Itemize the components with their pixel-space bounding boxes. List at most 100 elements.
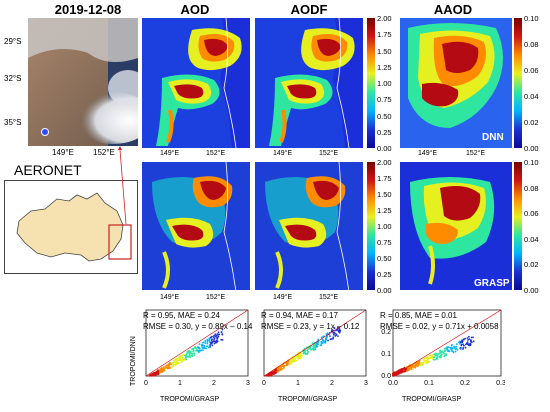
scatter-point [273, 370, 276, 373]
scatter-point [160, 367, 163, 369]
scatter-point [201, 349, 203, 351]
scatter-point [194, 346, 197, 348]
scatter-point [280, 367, 283, 370]
map-lon-149-r2c2: 149°E [273, 294, 293, 301]
scatter-point [213, 342, 216, 345]
scatter-point [423, 359, 426, 361]
scatter-aaod-stats2: RMSE = 0.02, y = 0.71x + 0.0058 [380, 322, 499, 331]
scatter-point [211, 338, 213, 341]
scatter-point [338, 330, 341, 333]
scatter-point [189, 356, 192, 358]
scatter-point [308, 348, 311, 350]
scatter-point [444, 350, 446, 353]
scatter-point [289, 362, 291, 365]
scatter-point [185, 354, 188, 356]
scatter-point [441, 350, 443, 353]
scatter-point [299, 357, 302, 360]
scatter-point [333, 327, 336, 329]
scatter-point [449, 346, 451, 349]
scatter-point [195, 347, 198, 349]
cb-aod-grasp-tick: 0.50 [377, 254, 392, 263]
scatter-point [330, 338, 333, 340]
scatter-point [217, 335, 220, 338]
scatter-point [408, 368, 411, 371]
scatter-point [197, 346, 200, 349]
scatter-aod-xlabel: TROPOMI/GRASP [160, 396, 220, 403]
scatter-point [459, 342, 461, 345]
scatter-point [160, 368, 163, 371]
scatter-point [221, 328, 224, 331]
sat-lat-35: 35°S [4, 118, 22, 127]
scatter-point [320, 336, 323, 339]
cb-aod-grasp-tick: 1.75 [377, 174, 392, 183]
scatter-point [464, 346, 467, 349]
x-tick-label: 3 [364, 380, 368, 386]
scatter-point [289, 359, 291, 362]
scatter-point [455, 345, 457, 348]
scatter-point [311, 342, 314, 345]
cb-aod-dnn-tick: 0.75 [377, 95, 392, 105]
sat-lat-32: 32°S [4, 74, 22, 83]
scatter-point [173, 359, 176, 362]
scatter-point [438, 355, 441, 358]
colorbar-aaod-dnn [514, 18, 522, 148]
scatter-point [149, 374, 151, 377]
cb-aod-grasp-tick: 0.75 [377, 238, 392, 247]
y-tick-label: 0.2 [381, 329, 391, 336]
scatter-point [469, 343, 472, 346]
scatter-point [221, 339, 224, 341]
scatter-point [313, 345, 316, 348]
one-to-one-line [145, 309, 249, 377]
cb-aaod-dnn-tick: 0.06 [524, 66, 539, 75]
scatter-point [432, 358, 435, 361]
scatter-point [188, 350, 190, 352]
scatter-point [329, 335, 331, 337]
scatter-point [423, 357, 426, 360]
scatter-point [213, 334, 215, 337]
satellite-image [28, 18, 138, 146]
x-tick-label: 1 [178, 380, 182, 386]
scatter-aodf-stats1: R = 0.94, MAE = 0.17 [261, 311, 338, 320]
scatter-point [285, 362, 288, 365]
scatter-point [461, 339, 463, 342]
scatter-point [398, 372, 401, 375]
scatter-point [171, 365, 173, 367]
scatter-point [454, 348, 457, 351]
scatter-point [417, 363, 420, 366]
scatter-point [433, 353, 435, 356]
scatter-point [299, 355, 301, 358]
scatter-point [300, 355, 303, 358]
scatter-point [460, 343, 463, 346]
cb-aaod-dnn-tick: 0.04 [524, 92, 539, 101]
australia-inset-map [4, 180, 138, 274]
scatter-point [206, 341, 209, 343]
scatter-point [443, 347, 446, 350]
scatter-point [166, 364, 168, 366]
cb-aaod-grasp-tick: 0.00 [524, 286, 539, 295]
cb-aaod-grasp-tick: 0.10 [524, 158, 539, 167]
scatter-point [450, 348, 452, 350]
study-region-box [108, 224, 132, 260]
x-tick-label: 1 [296, 380, 300, 386]
scatter-point [332, 336, 335, 339]
date-title: 2019-12-08 [54, 2, 122, 17]
scatter-point [276, 371, 279, 373]
scatter-point [168, 363, 171, 366]
scatter-point [453, 345, 456, 348]
scatter-aaod: 0.0 0.1 0.2 0.3 0.0 0.1 0.2 [377, 308, 506, 387]
x-tick-label: 2 [330, 380, 334, 386]
scatter-point [445, 347, 447, 350]
scatter-point [293, 359, 296, 362]
map-lon-152-r2c2: 152°E [319, 294, 339, 301]
cb-aod-dnn-tick: 1.00 [377, 79, 392, 88]
scatter-aodf-xlabel: TROPOMI/GRASP [278, 396, 338, 403]
cb-aod-grasp-tick: 1.50 [377, 190, 392, 199]
scatter-point [277, 369, 280, 372]
scatter-point [431, 354, 434, 356]
map-lon-149-r1c1: 149°E [160, 150, 180, 157]
scatter-point [204, 342, 207, 345]
scatter-point [451, 350, 453, 352]
cb-aod-grasp-tick: 0.00 [377, 286, 392, 295]
scatter-point [439, 352, 442, 354]
scatter-point [406, 369, 409, 372]
